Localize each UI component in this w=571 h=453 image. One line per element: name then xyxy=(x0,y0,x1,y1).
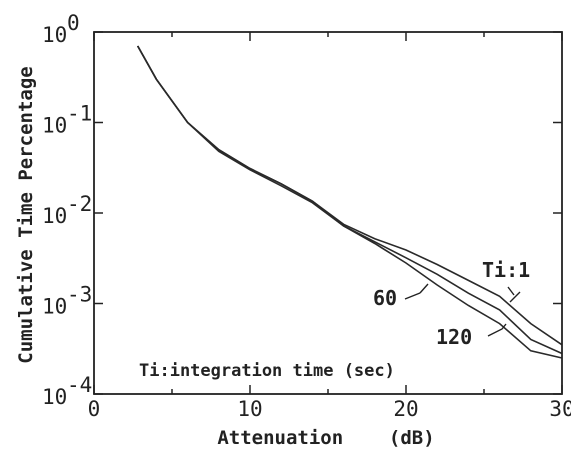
y-tick-label: 10 xyxy=(42,114,67,138)
annotation-120: 120 xyxy=(436,325,472,349)
y-axis-title: Cumulative Time Percentage xyxy=(15,66,37,363)
y-tick-label: 10 xyxy=(42,23,67,47)
y-tick-exponent: -1 xyxy=(67,102,92,126)
data-series xyxy=(137,45,563,359)
y-tick-exponent: 0 xyxy=(67,11,80,35)
annotation-integration-time: Ti:integration time (sec) xyxy=(139,361,395,381)
y-tick-exponent: -2 xyxy=(67,192,92,216)
leader-120 xyxy=(487,323,507,337)
leader-60 xyxy=(404,283,429,300)
x-tick-label: 30 xyxy=(549,397,571,421)
annotations: Ti:1 60 120 Ti:integration time (sec) xyxy=(139,258,530,381)
leader-ti1 xyxy=(507,286,521,303)
y-tick-label: 10 xyxy=(42,204,67,228)
x-tick-label: 10 xyxy=(237,397,262,421)
series-line-0 xyxy=(137,45,563,346)
series-line-1 xyxy=(137,45,563,355)
x-tick-label: 20 xyxy=(393,397,418,421)
y-tick-exponent: -3 xyxy=(67,283,92,307)
y-tick-label: 10 xyxy=(42,385,67,409)
x-tick-label: 0 xyxy=(88,397,101,421)
annotation-ti1: Ti:1 xyxy=(482,258,530,282)
y-axis-label: Cumulative Time Percentage xyxy=(15,66,37,363)
plot-frame xyxy=(93,31,563,395)
x-tick-labels: 0 10 20 30 xyxy=(88,397,571,421)
y-tick-exponent: -4 xyxy=(67,373,92,397)
y-tick-label: 10 xyxy=(42,295,67,319)
series-line-2 xyxy=(137,45,563,359)
annotation-60: 60 xyxy=(373,286,397,310)
x-axis-label: Attenuation (dB) xyxy=(217,427,434,449)
